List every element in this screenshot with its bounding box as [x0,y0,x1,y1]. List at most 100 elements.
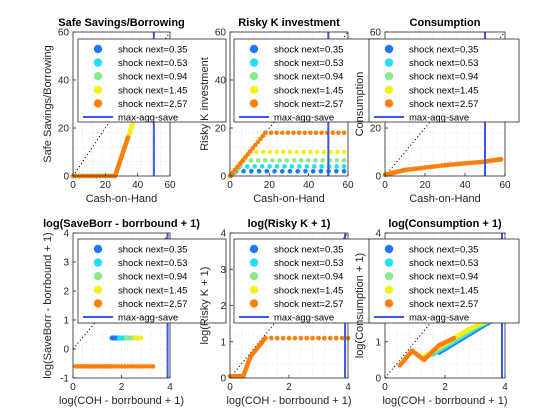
x-tick-label: 4 [345,382,351,393]
y-tick-label: 4 [63,229,69,240]
data-point [263,130,268,136]
data-point [305,158,311,163]
legend-marker [384,85,394,95]
data-point [249,168,254,174]
legend-marker [384,99,394,108]
y-tick-label: 60 [370,28,382,39]
legend-marker [384,44,394,54]
y-axis-label: Risky K investment [199,57,211,151]
x-tick-label: 0 [227,180,233,191]
legend-label: shock next=0.53 [118,58,187,69]
legend-label: max-agg-save [409,113,469,124]
data-point [264,168,270,174]
legend-marker [384,58,394,67]
legend-marker [93,244,103,254]
legend-label: shock next=0.53 [409,58,478,69]
legend-marker [93,99,103,108]
y-tick-label: 0 [375,172,381,183]
legend-marker [249,244,259,254]
y-tick-label: 4 [375,229,381,240]
data-point [252,142,258,148]
data-point [255,139,261,145]
x-tick-label: 4 [502,382,508,393]
x-tick-label: 60 [342,180,354,191]
legend-label: shock next=0.35 [409,245,478,256]
data-point [244,164,250,169]
data-point [256,168,262,174]
legend-label: shock next=0.94 [118,272,187,283]
data-point [284,158,290,163]
data-point [302,130,308,136]
legend-label: shock next=2.57 [409,299,478,310]
legend-box [233,238,383,324]
data-point [314,149,320,155]
data-point [247,149,253,154]
legend-label: shock next=1.45 [118,85,187,96]
data-point [277,158,282,163]
legend-marker [384,244,394,254]
data-point [259,164,265,169]
x-tick-label: 40 [132,180,144,191]
data-point [330,130,336,136]
data-point [328,149,333,155]
legend-label: max-agg-save [274,113,334,124]
data-point [341,149,347,155]
legend-label: max-agg-save [274,313,334,324]
data-point [303,168,308,174]
data-point [308,130,313,136]
data-point [336,130,341,136]
data-point [319,164,325,169]
data-point [335,149,340,155]
legend-label: shock next=1.45 [274,285,343,296]
legend-label: shock next=0.53 [409,258,478,269]
data-point [498,156,504,162]
y-tick-label: 40 [58,76,70,87]
data-point [301,149,306,155]
data-point [297,164,302,169]
y-tick-label: 1 [220,337,226,348]
data-point [291,130,296,136]
data-point [250,145,256,151]
data-point [313,130,319,136]
legend-marker [93,258,103,267]
chart-title: Safe Savings/Borrowing [58,17,185,29]
legend-label: shock next=0.94 [409,272,478,283]
data-point [296,130,302,136]
y-tick-label: 2 [63,287,69,298]
legend-label: shock next=1.45 [274,85,343,96]
legend-marker [249,85,259,95]
legend: shock next=0.35 shock next=0.53 shock next… [233,238,383,324]
chart-title: Risky K investment [238,17,340,29]
legend-label: shock next=1.45 [118,285,187,296]
data-point [232,167,238,173]
y-tick-label: 0 [220,374,226,385]
x-tick-label: 60 [499,180,511,191]
legend-label: shock next=0.35 [274,245,343,256]
data-point [308,149,313,155]
data-point [281,149,286,155]
data-point [286,335,292,341]
data-point [274,164,280,169]
y-axis-label: Consumption [354,72,366,137]
data-point [321,149,327,155]
data-point [260,133,266,139]
chart-panel-5: 0 2 4 0 1 2 3 4 log(Risky K + 1) log(COH - borrbo… [199,218,383,407]
series-5 [382,156,504,178]
legend-box [368,38,520,123]
legend-label: shock next=2.57 [409,99,478,110]
data-point [292,335,298,341]
data-point [310,335,315,341]
y-tick-label: 2 [220,301,226,312]
chart-panel-3: 02040600204060ConsumptionCash-on-HandCon… [354,17,520,205]
legend-label: shock next=1.45 [409,285,478,296]
x-tick-label: 2 [119,382,125,393]
legend-marker [93,44,103,54]
data-point [291,158,297,163]
y-tick-label: 20 [58,124,70,135]
legend-marker [93,285,103,294]
data-point [279,130,285,136]
legend-label: shock next=0.35 [118,245,187,256]
data-point [287,168,293,174]
data-point [237,161,243,166]
